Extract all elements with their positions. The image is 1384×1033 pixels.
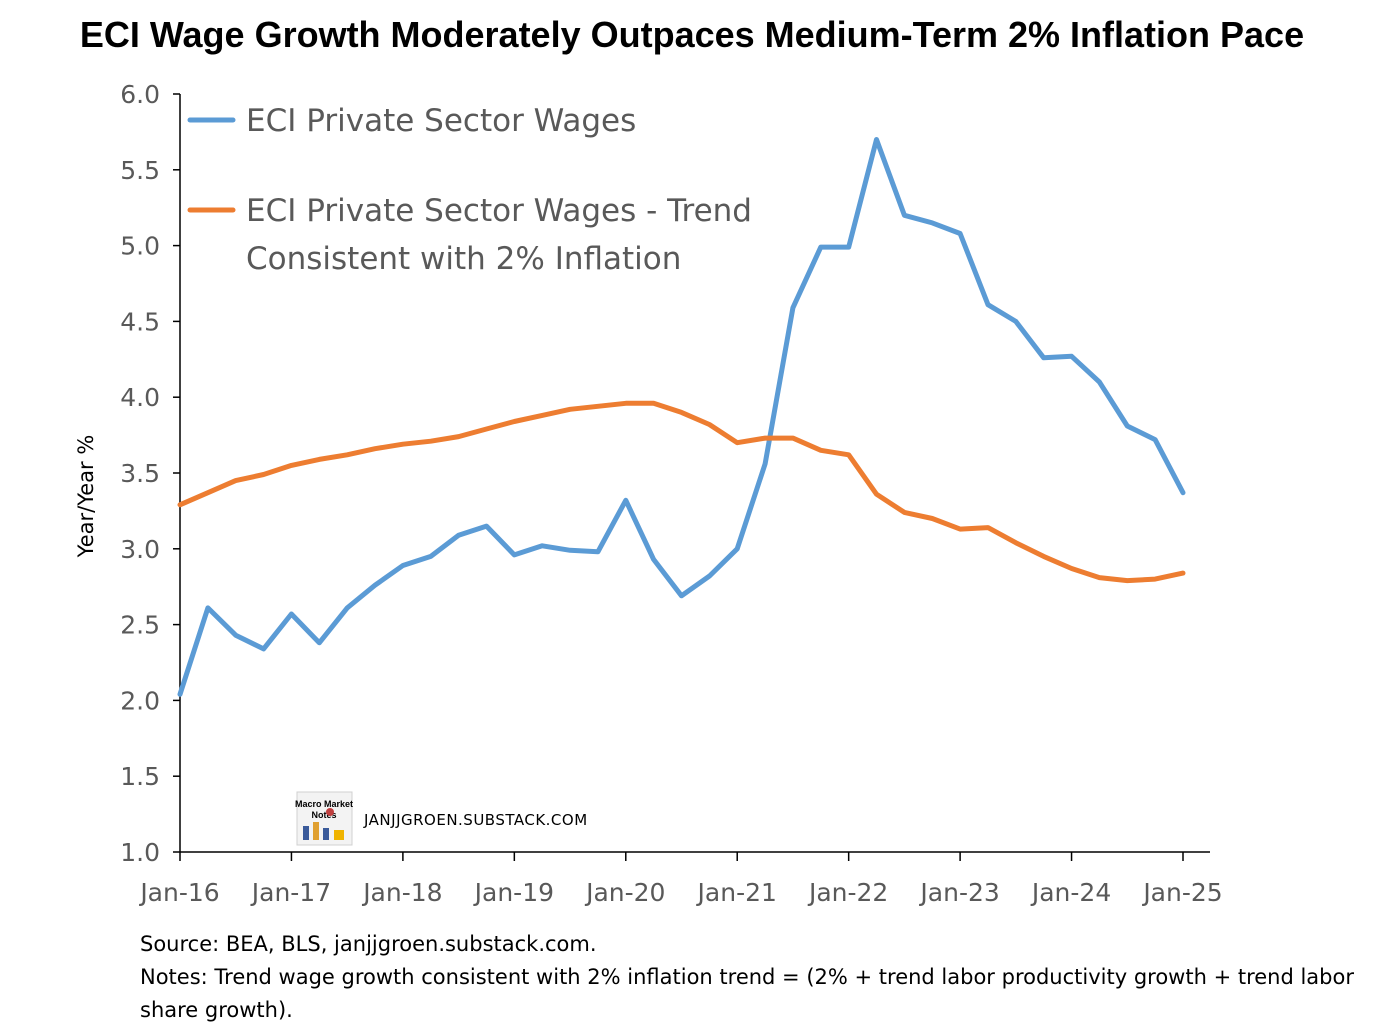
- legend: ECI Private Sector Wages ECI Private Sec…: [187, 103, 752, 277]
- y-tick-label: 5.0: [120, 232, 160, 261]
- x-tick-label: Jan-24: [1030, 878, 1111, 907]
- x-tick-label: Jan-25: [1141, 878, 1222, 907]
- y-tick-label: 1.5: [120, 762, 160, 791]
- y-tick-label: 6.0: [120, 80, 160, 109]
- y-tick-label: 4.0: [120, 383, 160, 412]
- x-tick-label: Jan-19: [473, 878, 554, 907]
- y-tick-label: 2.0: [120, 686, 160, 715]
- source-note: Source: BEA, BLS, janjjgroen.substack.co…: [140, 932, 597, 956]
- y-tick-label: 1.0: [120, 838, 160, 867]
- logo: Macro Market Notes: [295, 791, 353, 846]
- legend-label-trend-line2: Consistent with 2% Inflation: [246, 241, 681, 277]
- notes-text: Notes: Trend wage growth consistent with…: [140, 965, 1361, 1022]
- footnotes: Source: BEA, BLS, janjjgroen.substack.co…: [140, 928, 1360, 1027]
- y-tick-label: 3.5: [120, 459, 160, 488]
- x-tick-label: Jan-21: [696, 878, 777, 907]
- y-axis-label: Year/Year %: [74, 435, 98, 559]
- x-tick-label: Jan-18: [361, 878, 442, 907]
- watermark-text: JANJJGROEN.SUBSTACK.COM: [363, 811, 588, 829]
- y-tick-label: 2.5: [120, 611, 160, 640]
- x-tick-label: Jan-16: [138, 878, 219, 907]
- y-ticks: 1.0 1.5 2.0 2.5 3.0 3.5 4.0 4.5 5.0 5.5 6.0: [120, 80, 180, 867]
- logo-text-line2: Notes: [311, 810, 336, 820]
- x-tick-label: Jan-20: [584, 878, 665, 907]
- x-tick-label: Jan-17: [250, 878, 331, 907]
- x-tick-label: Jan-22: [807, 878, 888, 907]
- legend-label-trend-line1: ECI Private Sector Wages - Trend: [246, 193, 752, 229]
- x-ticks: Jan-16 Jan-17 Jan-18 Jan-19 Jan-20 Jan-21 Jan-…: [138, 852, 1223, 907]
- logo-text-line1: Macro Market: [295, 799, 353, 809]
- y-tick-label: 5.5: [120, 156, 160, 185]
- chart-title: ECI Wage Growth Moderately Outpaces Medi…: [79, 14, 1305, 55]
- legend-label-wages: ECI Private Sector Wages: [246, 103, 636, 139]
- y-tick-label: 3.0: [120, 535, 160, 564]
- y-tick-label: 4.5: [120, 307, 160, 336]
- series-line-eci-wages: [177, 137, 1186, 697]
- series-line-eci-trend: [177, 400, 1186, 584]
- watermark: Macro Market Notes JANJJGROEN.SUBSTACK.C…: [295, 791, 588, 846]
- series-layer: [177, 137, 1186, 697]
- x-tick-label: Jan-23: [918, 878, 999, 907]
